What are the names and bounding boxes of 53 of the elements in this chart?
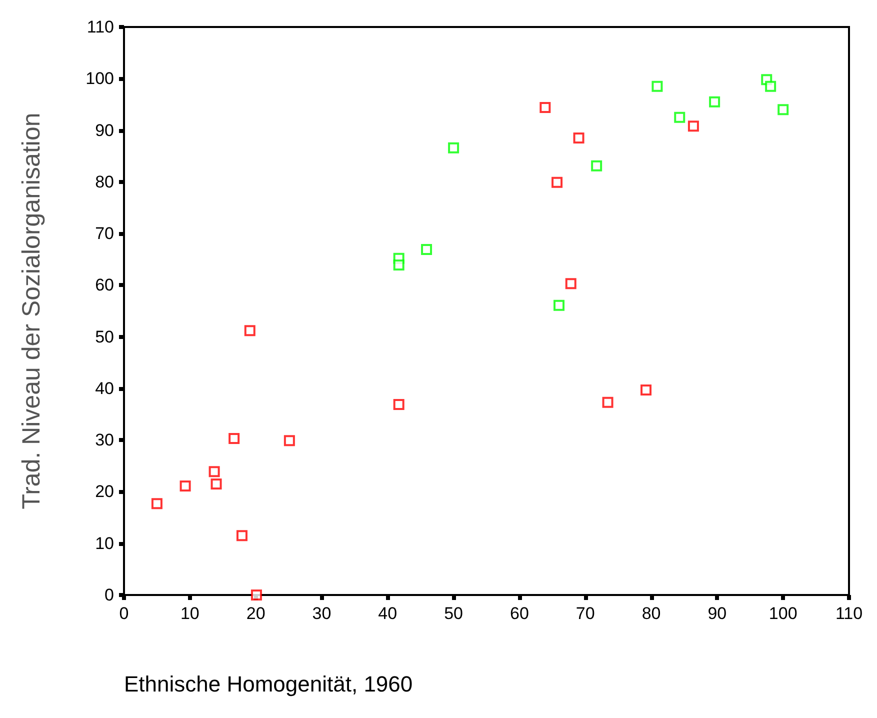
y-tick-label: 30 — [95, 430, 114, 450]
x-tick-label: 110 — [835, 604, 863, 623]
point — [640, 384, 652, 396]
x-tick-label: 10 — [180, 604, 200, 623]
point — [602, 396, 614, 408]
x-tick-label: 70 — [576, 604, 595, 623]
point — [236, 530, 248, 542]
y-tick-label: 20 — [95, 482, 114, 502]
x-tick-label: 90 — [708, 604, 727, 623]
x-tick-label: 30 — [312, 604, 332, 623]
y-tick-label: 10 — [95, 534, 114, 553]
x-tick-label: 40 — [378, 604, 398, 623]
point — [228, 433, 240, 444]
y-tick-label: 70 — [95, 224, 114, 244]
point — [448, 142, 460, 154]
y-tick-label: 90 — [95, 120, 114, 140]
point — [540, 102, 551, 114]
point — [210, 478, 222, 490]
y-tick-label: 80 — [95, 172, 114, 192]
point — [565, 278, 576, 290]
x-axis-title: Ethnische Homogenität, 1960 — [124, 672, 413, 696]
point — [284, 435, 295, 446]
y-tick-label: 100 — [86, 69, 114, 88]
point — [250, 590, 262, 600]
x-tick-label: 0 — [119, 604, 129, 623]
point — [709, 96, 720, 108]
point — [244, 325, 256, 336]
x-tick-label: 20 — [246, 604, 266, 623]
point — [393, 398, 404, 410]
point — [674, 112, 686, 123]
x-tick-label: 80 — [642, 604, 661, 623]
y-tick-label: 0 — [104, 586, 114, 604]
point — [573, 132, 584, 144]
x-tick-label: 100 — [768, 604, 798, 623]
point — [554, 300, 564, 311]
point — [652, 80, 663, 92]
point — [591, 160, 602, 172]
point — [208, 466, 220, 478]
point — [552, 176, 563, 188]
y-tick-label: 110 — [86, 18, 114, 36]
point — [421, 244, 432, 256]
y-tick-label: 60 — [95, 276, 114, 295]
point — [180, 480, 191, 492]
point — [151, 498, 162, 510]
point — [393, 260, 404, 271]
point — [778, 104, 789, 116]
point — [688, 120, 699, 132]
x-tick-label: 50 — [444, 604, 464, 623]
y-tick-label: 40 — [95, 378, 114, 398]
point — [765, 80, 776, 92]
x-tick-label: 60 — [510, 604, 529, 623]
y-axis-title: Trad. Niveau der Sozialorganisation — [18, 112, 46, 510]
y-tick-label: 50 — [95, 327, 114, 346]
